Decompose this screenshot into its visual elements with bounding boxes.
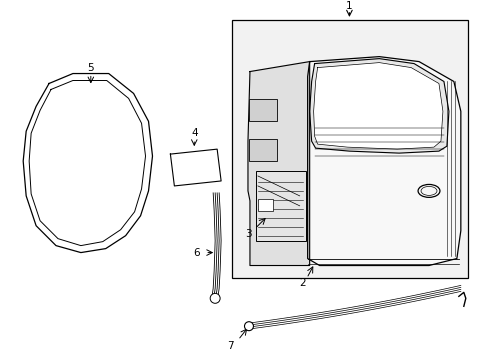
Text: 6: 6 xyxy=(193,248,199,257)
Text: 5: 5 xyxy=(87,63,94,73)
Bar xyxy=(248,99,276,121)
Polygon shape xyxy=(170,149,221,186)
Bar xyxy=(257,199,272,211)
Bar xyxy=(255,171,305,240)
Circle shape xyxy=(210,293,220,303)
Polygon shape xyxy=(313,63,442,149)
Text: 3: 3 xyxy=(244,229,251,239)
Polygon shape xyxy=(307,57,460,266)
Text: 7: 7 xyxy=(226,341,233,351)
Polygon shape xyxy=(309,59,448,153)
Text: 2: 2 xyxy=(299,278,305,288)
Bar xyxy=(248,139,276,161)
Text: 1: 1 xyxy=(346,1,352,11)
Text: 4: 4 xyxy=(191,128,197,138)
Circle shape xyxy=(244,322,253,330)
Polygon shape xyxy=(247,62,309,266)
Bar xyxy=(232,20,467,278)
